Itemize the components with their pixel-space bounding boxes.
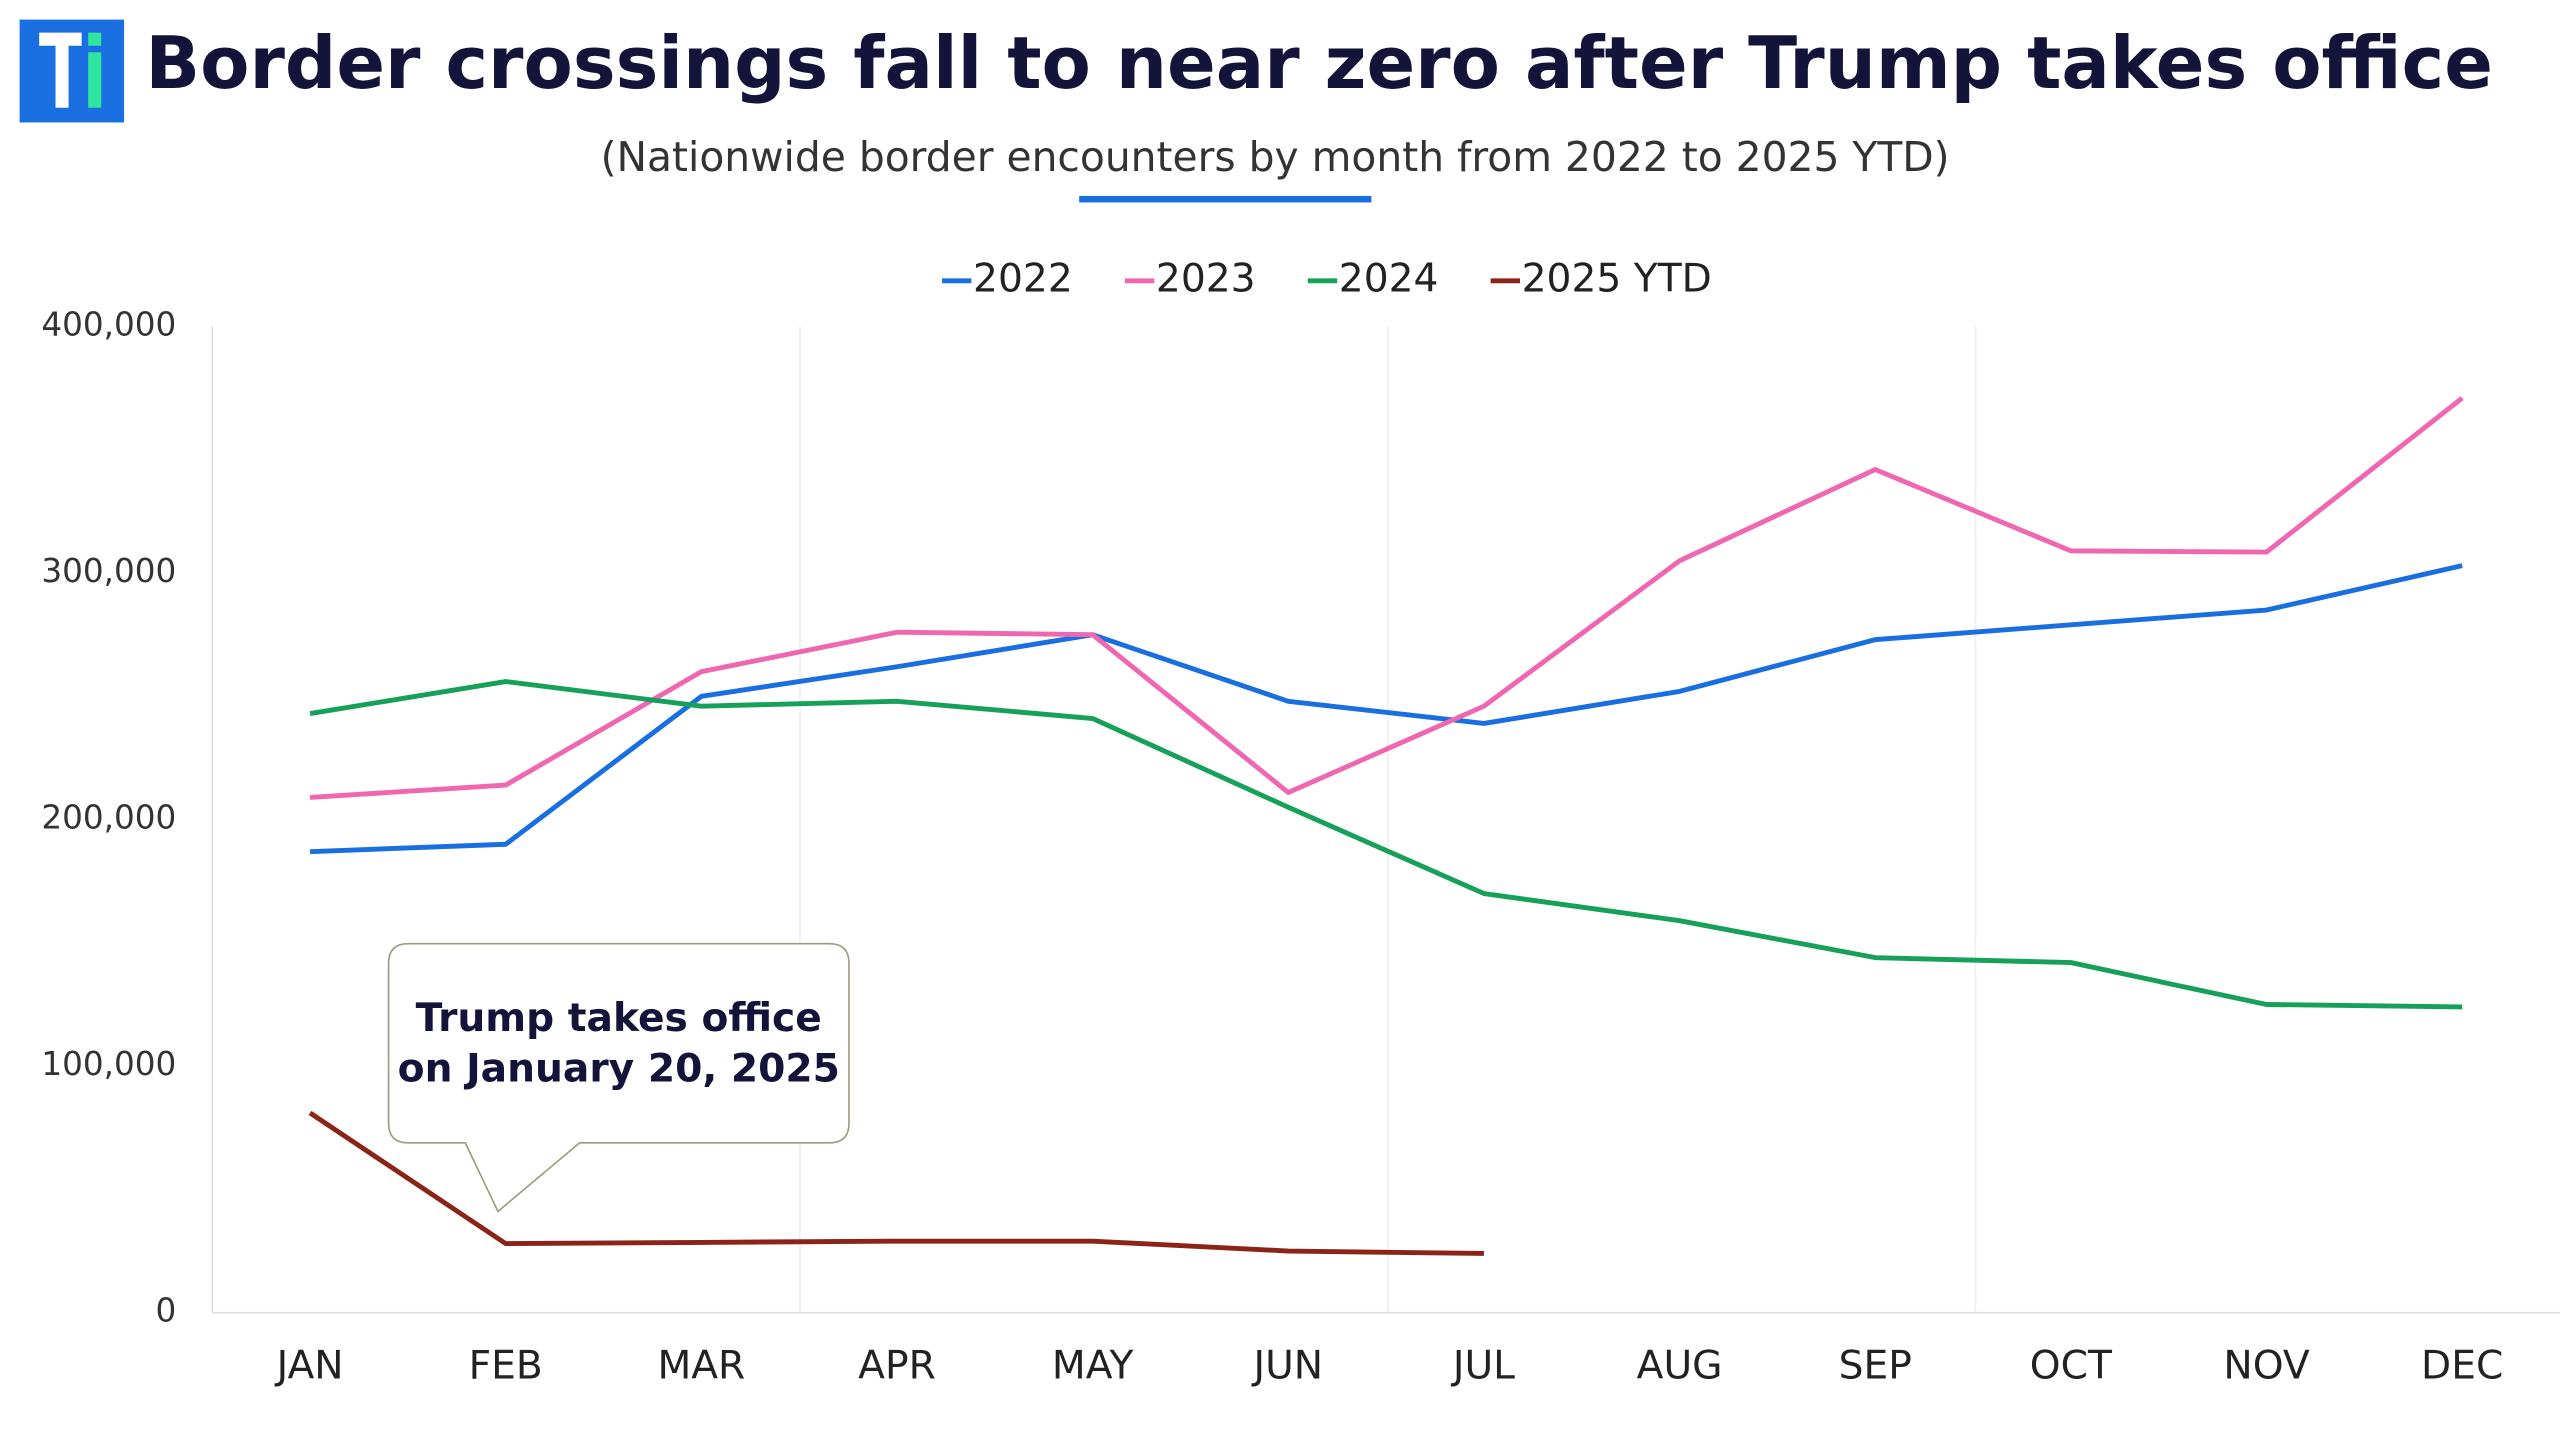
series-line xyxy=(308,1110,1484,1256)
x-tick-label: MAR xyxy=(657,1344,745,1389)
legend-label: 2023 xyxy=(1156,256,1256,301)
logo-mark xyxy=(39,32,82,108)
x-tick-label: JUN xyxy=(1251,1344,1324,1389)
x-tick-label: DEC xyxy=(2421,1344,2503,1389)
annotation-line: Trump takes office xyxy=(416,996,822,1041)
annotation-line: on January 20, 2025 xyxy=(398,1047,840,1092)
series-line xyxy=(309,679,2463,1010)
logo-dot xyxy=(88,32,102,46)
y-tick-label: 0 xyxy=(156,1292,177,1330)
x-tick-label: JUL xyxy=(1450,1344,1515,1389)
x-tick-label: MAY xyxy=(1052,1344,1134,1389)
chart-subtitle: (Nationwide border encounters by month f… xyxy=(601,133,1950,181)
x-tick-label: OCT xyxy=(2030,1344,2113,1389)
callout-box xyxy=(387,942,850,1213)
logo-bar xyxy=(88,52,102,108)
y-tick-label: 200,000 xyxy=(41,799,176,837)
x-tick-label: FEB xyxy=(469,1344,543,1389)
plot: 0 100,000 200,000 300,000 400,000 JAN FEB MAR AP… xyxy=(41,256,2560,1389)
chart-title: Border crossings fall to near zero after… xyxy=(145,21,2493,105)
x-tick-label: NOV xyxy=(2223,1344,2309,1389)
series-line xyxy=(309,396,2464,800)
series-line xyxy=(309,563,2463,855)
y-tick-label: 100,000 xyxy=(41,1045,176,1083)
legend-label: 2024 xyxy=(1339,256,1439,301)
x-tick-label: AUG xyxy=(1637,1344,1723,1389)
x-tick-label: SEP xyxy=(1839,1344,1912,1389)
x-tick-label: APR xyxy=(858,1344,936,1389)
title-underline xyxy=(1079,195,1372,203)
y-tick-label: 300,000 xyxy=(41,552,176,590)
x-tick-label: JAN xyxy=(274,1344,344,1389)
legend-label: 2022 xyxy=(973,256,1073,301)
legend-label: 2025 YTD xyxy=(1522,256,1712,301)
y-tick-label: 400,000 xyxy=(41,306,176,344)
